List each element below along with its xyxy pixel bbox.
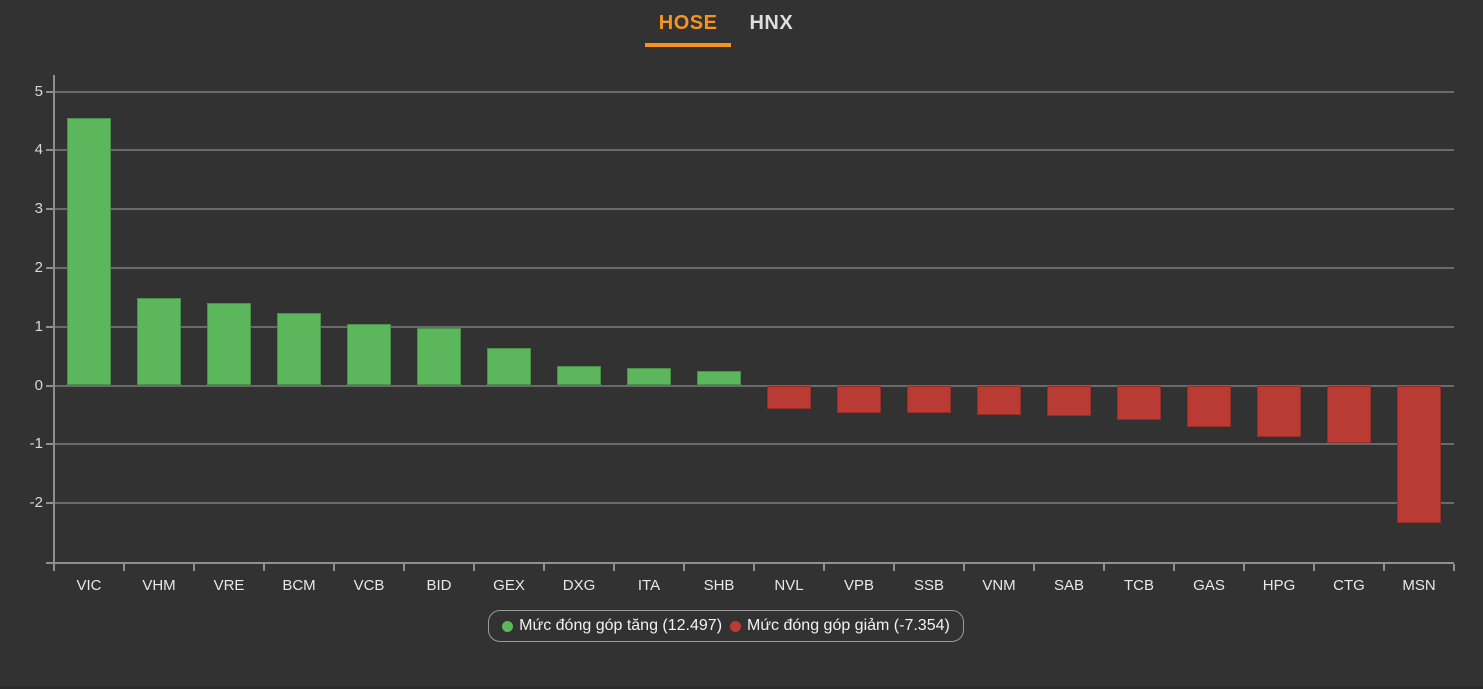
y-axis-label: 3 [3, 200, 43, 218]
x-tick [1383, 564, 1385, 571]
market-contribution-widget: HOSE HNX 543210-1-2VICVHMVREBCMVCBBIDGEX… [0, 0, 1452, 689]
x-tick [1033, 564, 1035, 571]
y-tick [46, 502, 53, 504]
y-tick [46, 149, 53, 151]
x-tick [543, 564, 545, 571]
x-axis-label-bcm: BCM [264, 577, 334, 595]
bar-vhm[interactable] [137, 298, 181, 386]
x-tick [613, 564, 615, 571]
y-tick [46, 267, 53, 269]
x-tick [1103, 564, 1105, 571]
x-axis-label-gex: GEX [474, 577, 544, 595]
gridline-3 [54, 208, 1454, 210]
bar-vre[interactable] [207, 303, 251, 385]
x-axis-label-vre: VRE [194, 577, 264, 595]
legend-dot-decrease-icon [730, 621, 741, 632]
y-axis-label: -1 [3, 435, 43, 453]
x-tick [753, 564, 755, 571]
x-tick [1313, 564, 1315, 571]
x-tick [123, 564, 125, 571]
gridline-2 [54, 267, 1454, 269]
bar-vnm[interactable] [977, 386, 1021, 416]
x-tick [263, 564, 265, 571]
legend-item-decrease[interactable]: Mức đóng góp giảm (-7.354) [730, 617, 950, 635]
y-axis-label: 4 [3, 141, 43, 159]
x-tick [1243, 564, 1245, 571]
x-tick [1453, 564, 1455, 571]
bar-ita[interactable] [627, 368, 671, 385]
x-axis-label-vic: VIC [54, 577, 124, 595]
bar-vic[interactable] [67, 118, 111, 386]
bar-ssb[interactable] [907, 386, 951, 414]
bar-gex[interactable] [487, 348, 531, 386]
gridline-4 [54, 149, 1454, 151]
gridline-1 [54, 326, 1454, 328]
x-tick [893, 564, 895, 571]
bar-ctg[interactable] [1327, 386, 1371, 443]
x-axis-label-msn: MSN [1384, 577, 1454, 595]
gridline--2 [54, 502, 1454, 504]
bar-vcb[interactable] [347, 324, 391, 385]
legend-label-increase: Mức đóng góp tăng (12.497) [519, 617, 722, 635]
y-axis-label: 1 [3, 318, 43, 336]
bar-nvl[interactable] [767, 386, 811, 410]
chart-legend-wrap: Mức đóng góp tăng (12.497) Mức đóng góp … [0, 610, 1452, 642]
x-axis-label-gas: GAS [1174, 577, 1244, 595]
y-tick [46, 208, 53, 210]
x-tick [193, 564, 195, 571]
bar-shb[interactable] [697, 371, 741, 385]
bar-vpb[interactable] [837, 386, 881, 414]
x-axis-label-ssb: SSB [894, 577, 964, 595]
gridline-5 [54, 91, 1454, 93]
y-axis-label: -2 [3, 494, 43, 512]
x-axis-label-ctg: CTG [1314, 577, 1384, 595]
x-axis-label-tcb: TCB [1104, 577, 1174, 595]
chart-legend: Mức đóng góp tăng (12.497) Mức đóng góp … [488, 610, 964, 642]
x-axis-label-vhm: VHM [124, 577, 194, 595]
x-tick [403, 564, 405, 571]
x-tick [333, 564, 335, 571]
gridline-0 [54, 385, 1454, 387]
x-axis-label-vnm: VNM [964, 577, 1034, 595]
x-axis-label-vpb: VPB [824, 577, 894, 595]
x-axis-label-ita: ITA [614, 577, 684, 595]
y-axis-label: 5 [3, 83, 43, 101]
y-axis-line [53, 75, 55, 563]
bar-msn[interactable] [1397, 386, 1441, 523]
bar-sab[interactable] [1047, 386, 1091, 417]
bar-gas[interactable] [1187, 386, 1231, 427]
y-tick [46, 443, 53, 445]
y-tick [46, 326, 53, 328]
x-tick [963, 564, 965, 571]
x-axis-label-bid: BID [404, 577, 474, 595]
contribution-chart: 5 4 3 2 1 0 -1 -2 VICVHMVREBCMVCBBIDGEXDXGITASHB… [0, 0, 1452, 689]
gridline--1 [54, 443, 1454, 445]
y-tick [46, 91, 53, 93]
bar-tcb[interactable] [1117, 386, 1161, 421]
x-tick [1173, 564, 1175, 571]
x-tick [473, 564, 475, 571]
x-axis-label-vcb: VCB [334, 577, 404, 595]
legend-label-decrease: Mức đóng góp giảm (-7.354) [747, 617, 950, 635]
x-axis-label-nvl: NVL [754, 577, 824, 595]
bar-dxg[interactable] [557, 366, 601, 386]
bar-bid[interactable] [417, 328, 461, 386]
x-tick [53, 564, 55, 571]
y-axis-label: 0 [3, 377, 43, 395]
x-tick [683, 564, 685, 571]
legend-dot-increase-icon [502, 621, 513, 632]
y-axis-label: 2 [3, 259, 43, 277]
bar-hpg[interactable] [1257, 386, 1301, 438]
legend-item-increase[interactable]: Mức đóng góp tăng (12.497) [502, 617, 722, 635]
x-axis-label-shb: SHB [684, 577, 754, 595]
bar-bcm[interactable] [277, 313, 321, 386]
x-tick [823, 564, 825, 571]
y-tick [46, 385, 53, 387]
x-axis-label-hpg: HPG [1244, 577, 1314, 595]
x-axis-label-dxg: DXG [544, 577, 614, 595]
x-axis-label-sab: SAB [1034, 577, 1104, 595]
